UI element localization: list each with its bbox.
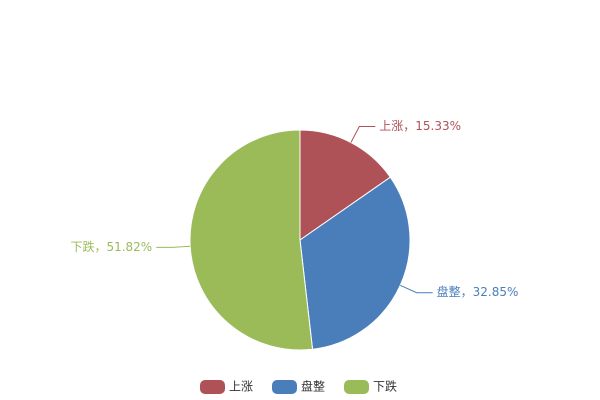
legend-label[interactable]: 上涨 — [229, 379, 253, 394]
data-label: 上涨，15.33% — [379, 118, 461, 133]
legend-swatch[interactable] — [272, 380, 297, 394]
label-leader — [350, 126, 376, 143]
legend-label[interactable]: 下跌 — [373, 379, 397, 394]
label-leader — [400, 284, 433, 294]
legend-swatch[interactable] — [344, 380, 369, 394]
data-label: 盘整，32.85% — [437, 284, 519, 299]
label-leader — [156, 245, 191, 248]
pie-slice — [189, 129, 314, 351]
legend-swatch[interactable] — [200, 380, 225, 394]
pie-slice — [299, 129, 392, 241]
data-label: 下跌，51.82% — [70, 239, 152, 254]
legend-label[interactable]: 盘整 — [301, 379, 325, 394]
